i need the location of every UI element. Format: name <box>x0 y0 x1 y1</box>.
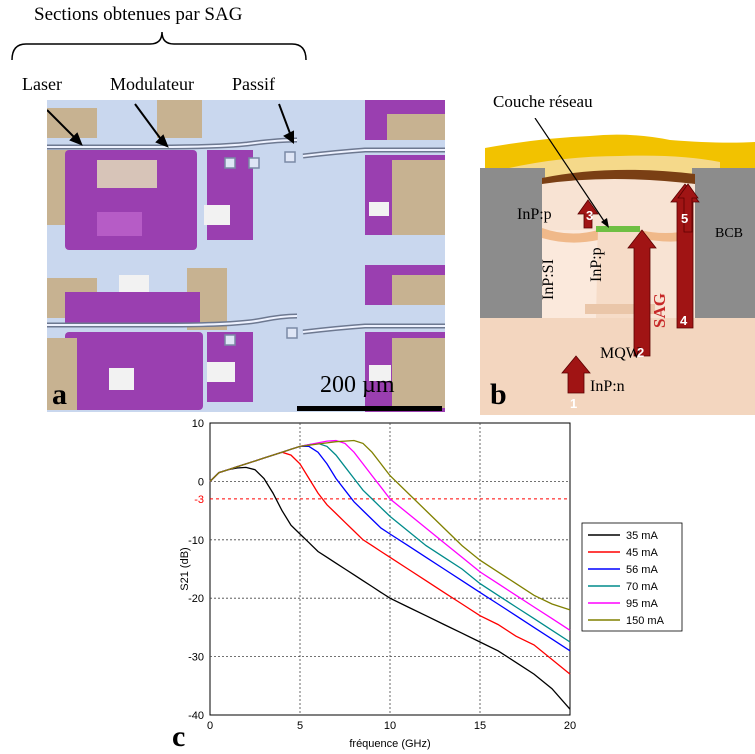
x-tick-label: 10 <box>384 720 396 732</box>
panel-a-micrograph <box>47 100 445 412</box>
inp-p-left-label: InP:p <box>517 206 552 223</box>
x-tick-label: 0 <box>207 720 213 732</box>
y-tick-label: 10 <box>192 418 204 430</box>
x-tick-label: 15 <box>474 720 486 732</box>
legend-label: 45 mA <box>626 547 658 559</box>
sag-brace <box>11 31 307 61</box>
laser-label: Laser <box>22 74 62 94</box>
step-1-number: 1 <box>570 396 578 411</box>
sections-sag-label: Sections obtenues par SAG <box>34 4 243 25</box>
x-tick-label: 5 <box>297 720 303 732</box>
ref-line-label: -3 <box>194 494 204 506</box>
step-5-number: 5 <box>681 211 689 226</box>
right-pads <box>365 100 445 412</box>
inp-n-label: InP:n <box>590 378 625 395</box>
series-line <box>209 466 571 710</box>
legend-label: 70 mA <box>626 581 658 593</box>
legend-label: 150 mA <box>626 615 665 627</box>
bcb-label: BCB <box>715 226 744 241</box>
y-tick-label: -20 <box>188 593 204 605</box>
modulator-label: Modulateur <box>110 74 194 94</box>
cross-section-diagram <box>480 118 755 415</box>
arrow-1 <box>561 355 591 394</box>
step-2-number: 2 <box>637 345 645 360</box>
mqw-label: MQW <box>600 345 641 362</box>
legend-box <box>581 522 683 632</box>
step-3-number: 3 <box>586 208 594 223</box>
micrograph-image <box>47 100 445 412</box>
y-tick-label: -40 <box>188 710 204 722</box>
panel-b-letter: b <box>490 378 507 411</box>
inp-p-mid-label: InP:p <box>588 247 605 282</box>
grating-layer-label: Couche réseau <box>493 92 593 111</box>
step-4-number: 4 <box>680 313 688 328</box>
legend-label: 35 mA <box>626 530 658 542</box>
y-tick-label: -30 <box>188 652 204 664</box>
y-tick-label: 0 <box>198 476 204 488</box>
x-tick-label: 20 <box>564 720 576 732</box>
y-tick-label: -10 <box>188 535 204 547</box>
sag-label: SAG <box>650 293 669 328</box>
passive-label: Passif <box>232 74 276 94</box>
panel-a-letter: a <box>52 378 67 411</box>
y-axis-label: S21 (dB) <box>180 547 191 590</box>
legend-label: 95 mA <box>626 598 658 610</box>
scale-bar-label: 200 µm <box>320 372 395 398</box>
panel-b-cross-section <box>480 118 755 415</box>
inp-si-label: InP:SI <box>540 259 557 300</box>
x-axis-label: fréquence (GHz) <box>349 738 430 750</box>
panel-c-letter: c <box>172 720 186 753</box>
legend-label: 56 mA <box>626 564 658 576</box>
left-pads <box>47 100 253 410</box>
scale-bar <box>297 406 442 411</box>
series-line <box>209 439 571 611</box>
